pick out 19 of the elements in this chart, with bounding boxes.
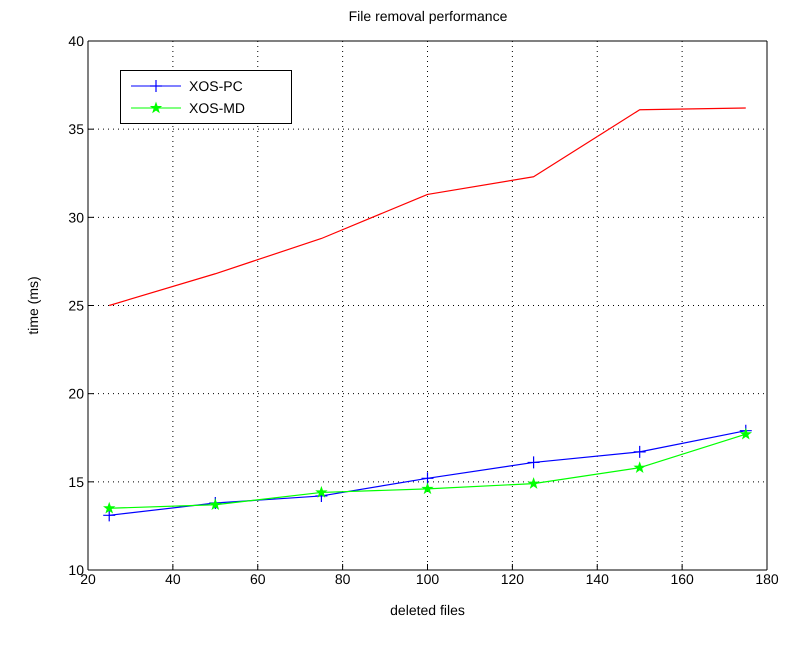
x-tick-label: 100 xyxy=(416,570,440,587)
x-tick-label: 160 xyxy=(670,570,694,587)
x-tick-label: 40 xyxy=(165,570,181,587)
y-tick-label: 40 xyxy=(68,32,84,49)
y-tick-label: 35 xyxy=(68,121,84,138)
legend-label: XOS-PC xyxy=(189,78,243,94)
x-tick-label: 120 xyxy=(500,570,524,587)
x-tick-label: 140 xyxy=(586,570,610,587)
y-tick-label: 20 xyxy=(68,386,84,402)
legend-label: XOS-MD xyxy=(189,100,245,116)
y-tick-label: 25 xyxy=(68,297,84,314)
y-axis-title: time (ms) xyxy=(24,276,41,335)
x-axis-title: deleted files xyxy=(390,602,465,618)
x-tick-label: 80 xyxy=(334,570,351,587)
y-tick-label: 15 xyxy=(68,474,84,490)
x-tick-label: 60 xyxy=(250,570,266,587)
y-tick-label: 30 xyxy=(68,209,84,226)
chart-title: File removal performance xyxy=(348,8,508,26)
x-tick-label: 180 xyxy=(755,570,779,587)
